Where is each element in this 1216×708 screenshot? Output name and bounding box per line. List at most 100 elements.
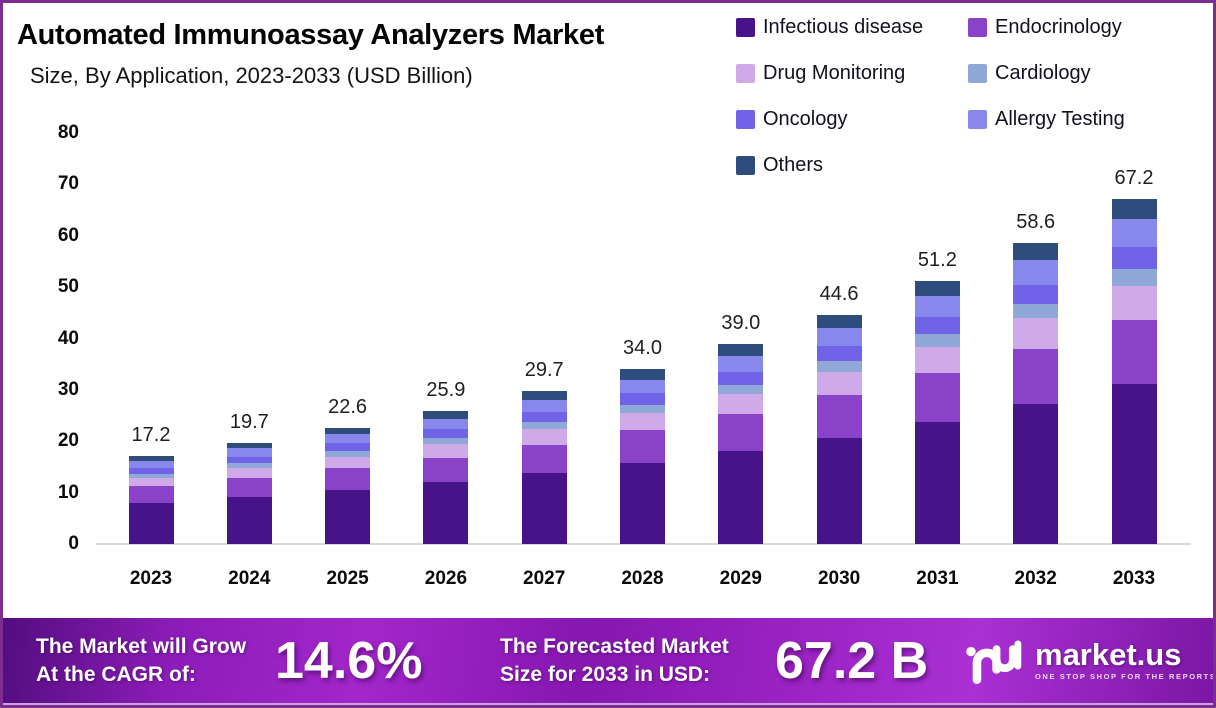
legend-item-drug-monitoring: Drug Monitoring [736, 62, 968, 85]
y-axis-tick-40: 40 [57, 327, 79, 349]
forecast-label-line2: Size for 2033 in USD: [500, 662, 711, 686]
bar-segment-endocrinology-2027 [521, 444, 567, 474]
x-axis-label-2031: 2031 [916, 568, 959, 589]
bar-segment-oncology-2029 [718, 371, 764, 385]
bar-segment-drug-monitoring-2025 [325, 456, 371, 469]
bar-segment-infectious-disease-2025 [325, 490, 371, 544]
bar-segment-drug-monitoring-2029 [718, 393, 764, 415]
bar-segment-allergy-testing-2026 [423, 418, 469, 430]
legend-label-endocrinology: Endocrinology [995, 16, 1122, 38]
bar-total-label-2026: 25.9 [426, 378, 466, 401]
legend-swatch-cardiology [968, 64, 987, 83]
bar-segment-drug-monitoring-2028 [620, 412, 665, 431]
bar-segment-endocrinology-2028 [620, 430, 665, 463]
legend-item-oncology: Oncology [736, 108, 968, 131]
bar-segment-allergy-testing-2030 [816, 327, 862, 347]
bar-total-label-2030: 44.6 [819, 282, 859, 305]
stacked-bar-chart: 0 10 20 30 40 50 60 70 80 2023 17.2 2024 19.7 2025 22.… [3, 3, 1213, 705]
bar-segment-others-2033 [1111, 198, 1157, 219]
legend-item-others: Others [736, 154, 968, 177]
bar-segment-endocrinology-2024 [226, 478, 272, 497]
bar-segment-allergy-testing-2025 [325, 434, 371, 444]
bar-segment-allergy-testing-2029 [718, 355, 764, 372]
bar-segment-oncology-2026 [423, 429, 469, 439]
bar-segment-drug-monitoring-2031 [914, 346, 960, 373]
chart-legend: Infectious disease Endocrinology Drug Moni… [736, 16, 1125, 177]
legend-item-allergy-testing: Allergy Testing [968, 108, 1125, 131]
bar-segment-others-2025 [325, 427, 371, 435]
legend-item-infectious-disease: Infectious disease [736, 16, 968, 39]
bar-segment-drug-monitoring-2023 [128, 477, 174, 487]
x-axis-label-2027: 2027 [523, 568, 566, 589]
bar-segment-allergy-testing-2032 [1013, 260, 1059, 285]
bar-segment-endocrinology-2031 [914, 372, 960, 422]
bar-segment-oncology-2025 [325, 443, 371, 451]
bar-segment-allergy-testing-2031 [914, 296, 960, 318]
brand-text-block: market.us ONE STOP SHOP FOR THE REPORTS [1035, 637, 1216, 681]
x-axis-label-2023: 2023 [129, 568, 173, 589]
legend-swatch-drug-monitoring [736, 64, 755, 83]
bar-segment-allergy-testing-2024 [226, 448, 272, 457]
bar-segment-others-2028 [620, 369, 665, 380]
cagr-label-line1: The Market will Grow [36, 634, 247, 658]
x-axis-label-2024: 2024 [228, 568, 271, 589]
bar-segment-others-2024 [226, 442, 272, 449]
legend-swatch-allergy-testing [968, 110, 987, 129]
legend-label-drug-monitoring: Drug Monitoring [763, 62, 906, 84]
legend-item-endocrinology: Endocrinology [968, 16, 1125, 39]
bar-segment-endocrinology-2029 [718, 414, 764, 451]
bar-total-label-2032: 58.6 [1016, 210, 1056, 233]
bar-segment-others-2023 [128, 455, 174, 461]
x-axis-label-2029: 2029 [719, 568, 762, 589]
bar-segment-drug-monitoring-2032 [1013, 318, 1059, 349]
bar-segment-infectious-disease-2030 [816, 437, 862, 544]
bar-segment-others-2031 [914, 280, 960, 297]
bar-segment-cardiology-2033 [1111, 269, 1157, 286]
bar-segment-others-2029 [718, 343, 764, 356]
bar-segment-allergy-testing-2028 [620, 379, 665, 394]
bar-total-label-2027: 29.7 [524, 359, 564, 382]
legend-label-infectious-disease: Infectious disease [763, 16, 924, 38]
bar-segment-cardiology-2025 [325, 451, 371, 457]
bar-segment-others-2026 [423, 410, 469, 419]
cagr-value: 14.6% [275, 631, 423, 690]
legend-swatch-endocrinology [968, 18, 987, 37]
y-axis-tick-20: 20 [57, 430, 79, 452]
bar-segment-drug-monitoring-2026 [423, 444, 469, 458]
bar-total-label-2023: 17.2 [131, 423, 171, 446]
bar-segment-oncology-2033 [1111, 246, 1157, 270]
bar-total-label-2031: 51.2 [917, 248, 957, 271]
brand-tagline: ONE STOP SHOP FOR THE REPORTS [1035, 672, 1216, 681]
bar-segment-allergy-testing-2027 [521, 400, 567, 413]
bar-segment-cardiology-2028 [620, 404, 665, 413]
bar-segment-allergy-testing-2023 [128, 460, 174, 468]
bar-segment-oncology-2032 [1013, 284, 1059, 305]
bar-segment-endocrinology-2025 [325, 468, 371, 491]
bar-segment-endocrinology-2030 [816, 395, 862, 438]
legend-swatch-others [736, 156, 755, 175]
legend-label-oncology: Oncology [763, 108, 848, 130]
bar-segment-infectious-disease-2028 [620, 462, 665, 544]
brand-name: market.us [1035, 637, 1182, 672]
x-axis-label-2032: 2032 [1014, 568, 1057, 589]
y-axis-tick-0: 0 [68, 533, 79, 554]
x-axis-label-2026: 2026 [424, 568, 468, 589]
bar-segment-infectious-disease-2024 [226, 496, 272, 544]
page-title: Automated Immunoassay Analyzers Market [17, 19, 605, 51]
marketus-logo-icon [966, 640, 1022, 684]
x-axis-label-2028: 2028 [621, 568, 664, 589]
bar-segment-drug-monitoring-2033 [1111, 285, 1157, 320]
y-axis-tick-30: 30 [57, 378, 79, 400]
legend-swatch-oncology [736, 110, 755, 129]
bar-total-label-2033: 67.2 [1114, 166, 1154, 189]
bar-segment-allergy-testing-2033 [1111, 218, 1157, 247]
bar-segment-cardiology-2024 [226, 463, 272, 468]
page-subtitle: Size, By Application, 2023-2033 (USD Bil… [30, 63, 473, 88]
bar-segment-infectious-disease-2023 [128, 502, 174, 544]
bar-segment-endocrinology-2032 [1013, 348, 1059, 405]
bar-segment-infectious-disease-2032 [1013, 404, 1059, 544]
x-axis-label-2033: 2033 [1112, 568, 1156, 589]
forecast-label-line1: The Forecasted Market [500, 634, 729, 658]
bar-segment-others-2032 [1013, 242, 1059, 261]
bar-segment-endocrinology-2026 [423, 457, 469, 483]
